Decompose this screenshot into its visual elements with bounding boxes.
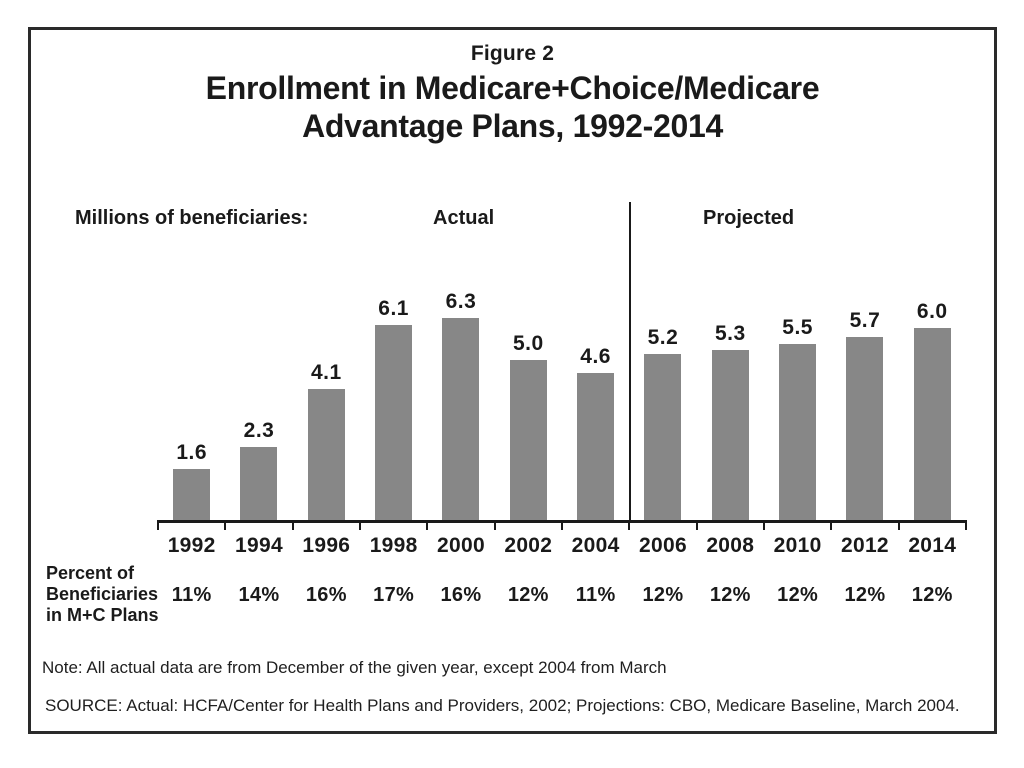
year-labels-row: 1992 1994 1996 1998 2000 2002 2004 2006 2008 2010…: [158, 534, 966, 558]
percent-value-2010: 12%: [777, 584, 819, 606]
bar-chart-plot-area: 1.6 2.3 4.1 6.1 6.3 5.0 4.6 5.2 5.3 5.5 5.7 6.0: [158, 260, 966, 521]
bar-column-2010: 5.5: [764, 260, 831, 521]
axis-tick-12: [965, 520, 967, 530]
bar-2002: [509, 360, 547, 521]
year-label-1994: 1994: [235, 534, 283, 557]
percent-row-label: Percent of Beneficiaries in M+C Plans: [46, 563, 159, 626]
percent-value-2004: 11%: [575, 584, 616, 606]
percent-value-2012: 12%: [844, 584, 886, 606]
note-text: Note: All actual data are from December …: [42, 658, 667, 677]
percent-value-2014: 12%: [911, 584, 953, 606]
axis-tick-9: [763, 520, 765, 530]
bar-value-label-2012: 5.7: [849, 309, 881, 333]
percent-value-2002: 12%: [507, 584, 549, 606]
percent-value-2008: 12%: [709, 584, 751, 606]
bar-2008: [711, 350, 749, 521]
y-axis-unit-label: Millions of beneficiaries:: [75, 207, 309, 229]
bar-value-label-2002: 5.0: [512, 332, 544, 355]
bar-1996: [307, 388, 345, 521]
percent-value-2000: 16%: [440, 584, 482, 606]
year-label-2014: 2014: [908, 534, 957, 557]
actual-projected-divider-line: [629, 202, 631, 521]
year-label-2000: 2000: [437, 534, 485, 557]
percent-value-1996: 16%: [305, 584, 347, 606]
section-label-projected: Projected: [703, 207, 795, 229]
x-axis-ticks: [157, 520, 967, 530]
bar-column-2004: 4.6: [562, 260, 629, 521]
bar-2014: [913, 327, 951, 521]
percent-value-2006: 12%: [642, 584, 684, 606]
bar-2004: [577, 372, 615, 521]
year-label-2008: 2008: [706, 534, 755, 557]
year-label-1996: 1996: [302, 534, 351, 557]
bar-value-label-1992: 1.6: [176, 441, 208, 465]
bar-1994: [240, 446, 278, 521]
bar-column-1992: 1.6: [158, 260, 225, 521]
year-label-2002: 2002: [504, 534, 553, 557]
year-label-2012: 2012: [840, 534, 889, 557]
bar-column-1998: 6.1: [360, 260, 427, 521]
bar-column-2014: 6.0: [899, 260, 966, 521]
bar-column-2002: 5.0: [495, 260, 562, 521]
section-label-actual: Actual: [433, 207, 495, 229]
bar-column-2008: 5.3: [697, 260, 764, 521]
percent-value-1992: 11%: [171, 584, 212, 606]
figure-number-label: Figure 2: [470, 42, 555, 65]
bar-2000: [442, 318, 480, 521]
bar-value-label-1996: 4.1: [310, 360, 342, 384]
bar-value-label-2010: 5.5: [782, 315, 813, 339]
bar-column-1996: 4.1: [293, 260, 360, 521]
bar-value-label-2008: 5.3: [714, 322, 746, 346]
percent-row-label-line-1: Percent of: [46, 563, 135, 583]
axis-tick-5: [494, 520, 496, 530]
percent-value-1994: 14%: [238, 584, 280, 606]
bar-column-1994: 2.3: [225, 260, 292, 521]
bar-1992: [173, 469, 211, 521]
source-text: SOURCE: Actual: HCFA/Center for Health P…: [45, 696, 960, 715]
bar-2010: [779, 343, 817, 521]
bar-1998: [375, 324, 413, 521]
year-label-1992: 1992: [167, 534, 216, 557]
figure-title-line-1: Enrollment in Medicare+Choice/Medicare: [205, 70, 820, 106]
percent-value-1998: 17%: [373, 584, 415, 606]
bar-column-2012: 5.7: [831, 260, 898, 521]
bar-value-label-1998: 6.1: [378, 296, 409, 320]
axis-tick-0: [157, 520, 159, 530]
bar-value-label-2000: 6.3: [445, 290, 477, 314]
year-label-1998: 1998: [369, 534, 418, 557]
bar-value-label-2014: 6.0: [916, 299, 948, 323]
percent-row-label-line-3: in M+C Plans: [46, 605, 159, 625]
axis-tick-8: [696, 520, 698, 530]
axis-tick-7: [628, 520, 630, 530]
axis-tick-10: [830, 520, 832, 530]
axis-tick-2: [292, 520, 294, 530]
percent-values-row: 11% 14% 16% 17% 16% 12% 11% 12% 12% 12% 12% 12%: [158, 584, 966, 607]
year-label-2006: 2006: [639, 534, 687, 557]
bar-value-label-1994: 2.3: [243, 418, 275, 442]
figure-title-line-2: Advantage Plans, 1992-2014: [302, 108, 723, 144]
axis-tick-11: [898, 520, 900, 530]
axis-tick-4: [426, 520, 428, 530]
year-label-2010: 2010: [773, 534, 822, 557]
axis-tick-1: [224, 520, 226, 530]
bar-column-2000: 6.3: [427, 260, 494, 521]
year-label-2004: 2004: [571, 534, 620, 557]
percent-row-label-line-2: Beneficiaries: [46, 584, 159, 604]
bar-2012: [846, 337, 884, 521]
bar-value-label-2004: 4.6: [580, 344, 611, 368]
bar-column-2006: 5.2: [629, 260, 696, 521]
bar-value-label-2006: 5.2: [647, 325, 679, 349]
axis-tick-6: [561, 520, 563, 530]
axis-tick-3: [359, 520, 361, 530]
bar-2006: [644, 353, 682, 521]
